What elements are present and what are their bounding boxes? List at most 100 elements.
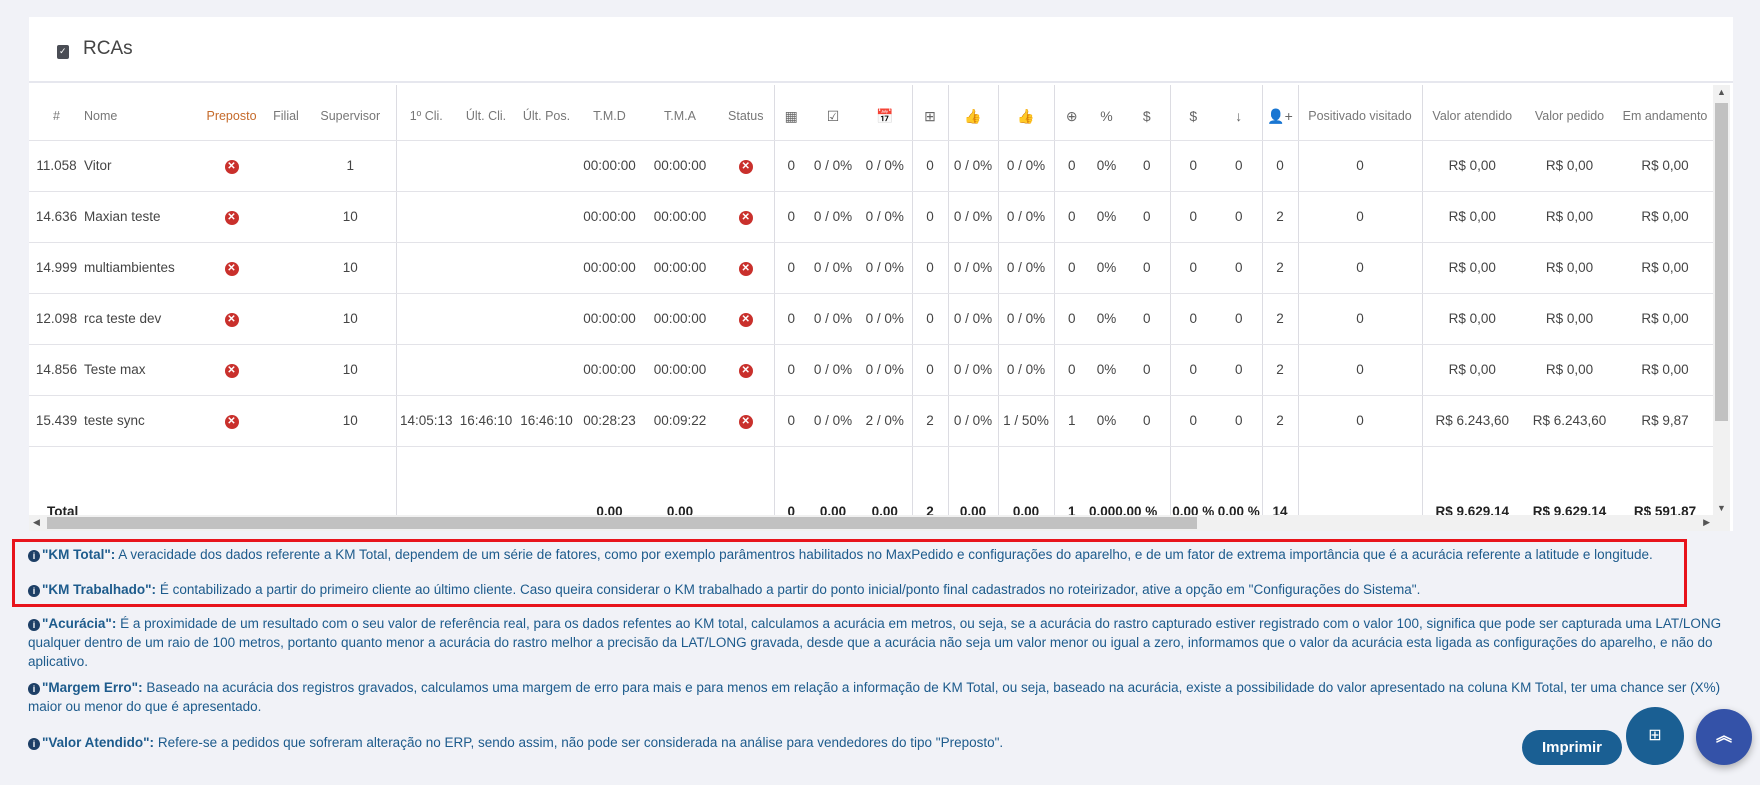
metric-cell: 2 (1261, 242, 1298, 294)
total-valor-atendido: R$ 9.629,14 (1421, 486, 1522, 515)
column-header-user-plus-icon[interactable]: 👤+ (1261, 85, 1298, 141)
empty-cell (1617, 446, 1713, 486)
metric-cell: 0 (911, 242, 948, 294)
metric-cell: 0 (1216, 140, 1262, 192)
scroll-down-arrow-icon[interactable]: ▼ (1717, 503, 1726, 513)
vertical-scroll-thumb[interactable] (1715, 103, 1728, 421)
total-em-andamento: R$ 591,87 (1633, 503, 1697, 516)
em-andamento-cell: R$ 0,00 (1617, 140, 1713, 192)
metric-cell: 0 / 0% (947, 242, 998, 294)
table-row[interactable]: 14.856 Teste max ✕ 10 00:00:00 00:00:00 ✕ 0 0 / … (29, 344, 1713, 396)
metric-cell: 0 / 0% (947, 140, 998, 192)
money-coin-icon: $ (1142, 108, 1151, 125)
column-header[interactable]: T.M.D (577, 85, 642, 141)
metric-cell: 1 / 50% (997, 395, 1054, 447)
metric-cell: 2 (1261, 395, 1298, 447)
scroll-right-arrow-icon[interactable]: ▶ (1703, 517, 1710, 527)
metric-cell: 0 (1169, 344, 1216, 396)
metric-cell: 0 / 0% (808, 242, 858, 294)
column-header[interactable]: Valor pedido (1522, 85, 1617, 141)
column-header[interactable]: T.M.A (642, 85, 718, 141)
scroll-up-arrow-icon[interactable]: ▲ (1717, 87, 1726, 97)
table-row[interactable]: 12.098 rca teste dev ✕ 10 00:00:00 00:00:00 ✕ 0… (29, 293, 1713, 345)
last-position-time (516, 242, 577, 294)
column-header-calendar-icon[interactable]: ▦ (773, 85, 808, 141)
column-header-thumbs-up-solid-icon[interactable]: 👍 (997, 85, 1054, 141)
column-header[interactable]: Valor atendido (1421, 85, 1522, 141)
rca-id: 14.636 (29, 191, 84, 243)
column-header[interactable]: # (29, 85, 84, 141)
print-button[interactable]: Imprimir (1522, 730, 1622, 765)
total-tmd: 0,00 (596, 503, 623, 516)
empty-cell (516, 446, 577, 486)
x-circle-icon: ✕ (738, 313, 753, 327)
scroll-top-button[interactable]: ︽ (1696, 709, 1752, 765)
column-header[interactable]: Nome (84, 85, 196, 141)
preposto-status: ✕ (196, 344, 267, 396)
empty-cell (84, 486, 196, 515)
table-row[interactable]: 14.636 Maxian teste ✕ 10 00:00:00 00:00:00 ✕ 0 0… (29, 191, 1713, 243)
total-metric: 0,00 (819, 503, 847, 516)
column-header[interactable]: Supervisor (305, 85, 396, 141)
empty-cell (947, 446, 998, 486)
rcas-table: # Nome Preposto Filial Supervisor 1º Cli. Últ.… (29, 85, 1713, 515)
column-header-percent-icon[interactable]: % (1089, 85, 1124, 141)
metric-cell: 0 (911, 191, 948, 243)
column-header[interactable]: Positivado visitado (1297, 85, 1422, 141)
preposto-status: ✕ (196, 140, 267, 192)
column-header[interactable]: Preposto (196, 85, 267, 141)
metric-cell: 0 (1261, 140, 1298, 192)
metric-cell: 2 (1261, 293, 1298, 345)
column-header[interactable]: 1º Cli. (395, 85, 456, 141)
column-header-thumbs-up-outline-icon[interactable]: 👍 (947, 85, 998, 141)
total-valor-pedido: R$ 9.629,14 (1532, 503, 1607, 516)
valor-atendido-cell: R$ 0,00 (1421, 191, 1522, 243)
calendar-icon: ▦ (784, 107, 798, 124)
grid-button[interactable]: ⊞ (1626, 707, 1684, 765)
empty-cell (858, 446, 912, 486)
vertical-scrollbar[interactable]: ▲ ▼ (1713, 85, 1730, 515)
column-header-plus-square-icon[interactable]: ⊞ (911, 85, 948, 141)
x-circle-icon: ✕ (738, 160, 753, 174)
table-row[interactable]: 11.058 Vitor ✕ 1 00:00:00 00:00:00 ✕ 0 0 / 0% 0 /… (29, 140, 1713, 192)
column-header[interactable]: Filial (267, 85, 305, 141)
metric-cell: 0 (1124, 140, 1170, 192)
metric-cell: 0 (911, 140, 948, 192)
last-position-time (516, 191, 577, 243)
horizontal-scroll-thumb[interactable] (47, 517, 1197, 529)
metric-cell: 0 / 0% (858, 191, 912, 243)
metric-cell: 0 (1216, 191, 1262, 243)
column-header-hand-dollar-icon[interactable]: $ (1169, 85, 1216, 141)
rcas-table-container: # Nome Preposto Filial Supervisor 1º Cli. Últ.… (29, 85, 1713, 515)
first-client-time (395, 293, 456, 345)
column-header[interactable]: Últ. Cli. (456, 85, 516, 141)
metric-cell: 0 (1216, 242, 1262, 294)
metric-cell: 0 / 0% (997, 191, 1054, 243)
tmd-cell: 00:00:00 (577, 191, 642, 243)
metric-cell: 0% (1089, 395, 1124, 447)
column-header-calendar-check-outline-icon[interactable]: ☑ (808, 85, 858, 141)
table-row[interactable]: 15.439 teste sync ✕ 10 14:05:13 16:46:10 16:46… (29, 395, 1713, 447)
scroll-left-arrow-icon[interactable]: ◀ (33, 517, 40, 527)
info-icon: i (28, 550, 40, 562)
note-valor-atendido: i "Valor Atendido": Refere-se a pedidos q… (28, 733, 1508, 752)
column-header[interactable]: Em andamento (1617, 85, 1713, 141)
column-header-calendar-check-solid-icon[interactable]: 📅 (858, 85, 912, 141)
metric-cell: 0 (773, 140, 808, 192)
valor-pedido-cell: R$ 0,00 (1522, 242, 1617, 294)
tma-cell: 00:00:00 (642, 242, 718, 294)
column-header-plus-circle-icon[interactable]: ⊕ (1053, 85, 1089, 141)
status-cell: ✕ (718, 344, 774, 396)
column-header-sort-descending-icon[interactable]: ↓ (1216, 85, 1262, 141)
em-andamento-cell: R$ 0,00 (1617, 191, 1713, 243)
column-header[interactable]: Últ. Pos. (516, 85, 577, 141)
horizontal-scrollbar[interactable]: ◀ ▶ (29, 515, 1730, 531)
column-header[interactable]: Status (718, 85, 774, 141)
empty-cell (1297, 446, 1422, 486)
metric-cell: 0 (773, 191, 808, 243)
empty-cell (267, 446, 305, 486)
calendar-check-outline-icon: ☑ (826, 107, 840, 124)
column-header-money-coin-icon[interactable]: $ (1124, 85, 1170, 141)
metric-cell: 0 / 0% (808, 191, 858, 243)
table-row[interactable]: 14.999 multiambientes ✕ 10 00:00:00 00:00:00 ✕… (29, 242, 1713, 294)
